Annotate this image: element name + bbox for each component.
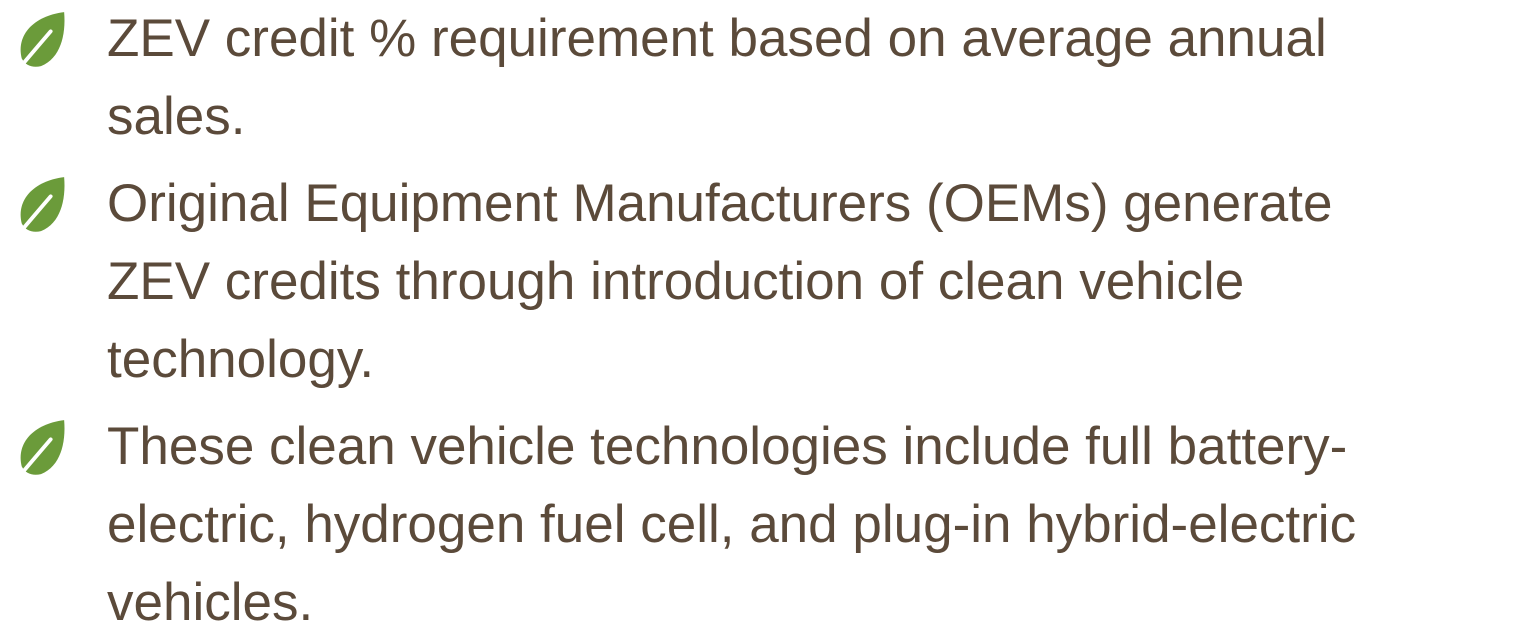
bullet-text: sales. [107, 87, 246, 146]
leaf-icon [15, 177, 65, 237]
bullet-item: ZEV credit % requirement based on averag… [0, 0, 1522, 156]
bullet-text: vehicles. [107, 573, 314, 621]
bullet-item: These clean vehicle technologies include… [0, 408, 1522, 621]
bullet-text: technology. [107, 330, 375, 389]
bullet-text: ZEV credits through introduction of clea… [107, 252, 1245, 311]
bullet-text: ZEV credit % requirement based on averag… [107, 9, 1327, 68]
bullet-text: electric, hydrogen fuel cell, and plug-i… [107, 495, 1357, 554]
bullet-item: Original Equipment Manufacturers (OEMs) … [0, 165, 1522, 399]
bullet-text: Original Equipment Manufacturers (OEMs) … [107, 174, 1333, 233]
bullet-text: These clean vehicle technologies include… [107, 417, 1348, 476]
leaf-icon [15, 12, 65, 72]
leaf-icon [15, 420, 65, 480]
